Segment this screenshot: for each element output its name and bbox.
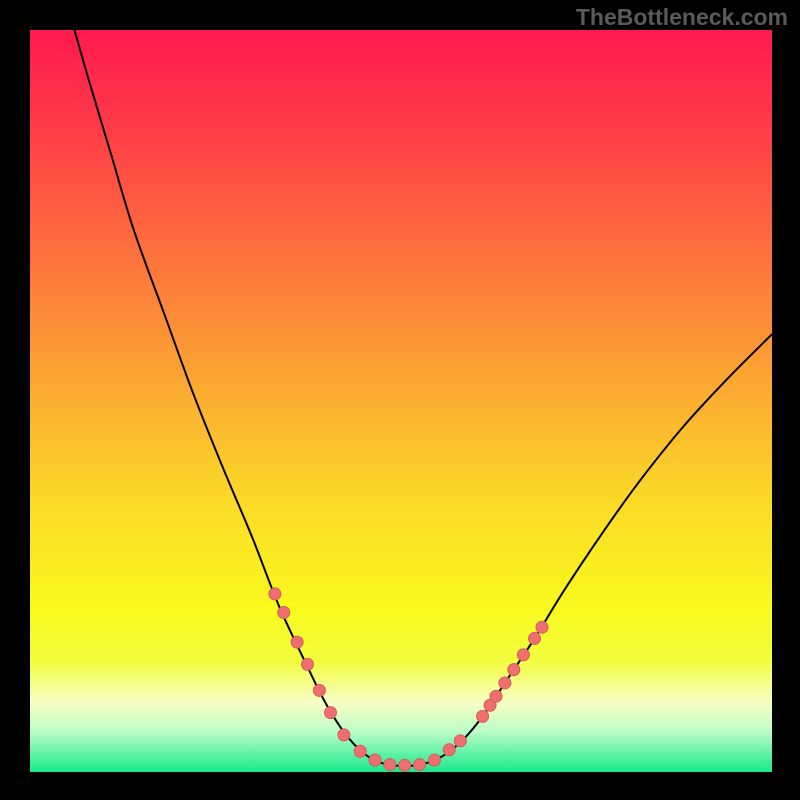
marker-point (490, 690, 502, 702)
marker-point (477, 710, 489, 722)
marker-point (529, 632, 541, 644)
marker-point (499, 677, 511, 689)
marker-point (443, 744, 455, 756)
marker-point (428, 754, 440, 766)
marker-point (354, 745, 366, 757)
gradient-background (30, 30, 772, 772)
marker-point (369, 754, 381, 766)
chart-stage: TheBottleneck.com (0, 0, 800, 800)
marker-point (536, 621, 548, 633)
marker-point (338, 729, 350, 741)
marker-point (278, 606, 290, 618)
marker-point (291, 636, 303, 648)
marker-point (399, 759, 411, 771)
plot-area (30, 30, 772, 772)
marker-point (454, 735, 466, 747)
marker-point (517, 649, 529, 661)
marker-point (269, 588, 281, 600)
marker-point (414, 759, 426, 771)
marker-point (508, 664, 520, 676)
bottleneck-chart (30, 30, 772, 772)
marker-point (384, 759, 396, 771)
watermark-label: TheBottleneck.com (576, 4, 788, 31)
marker-point (325, 707, 337, 719)
marker-point (313, 684, 325, 696)
marker-point (302, 658, 314, 670)
